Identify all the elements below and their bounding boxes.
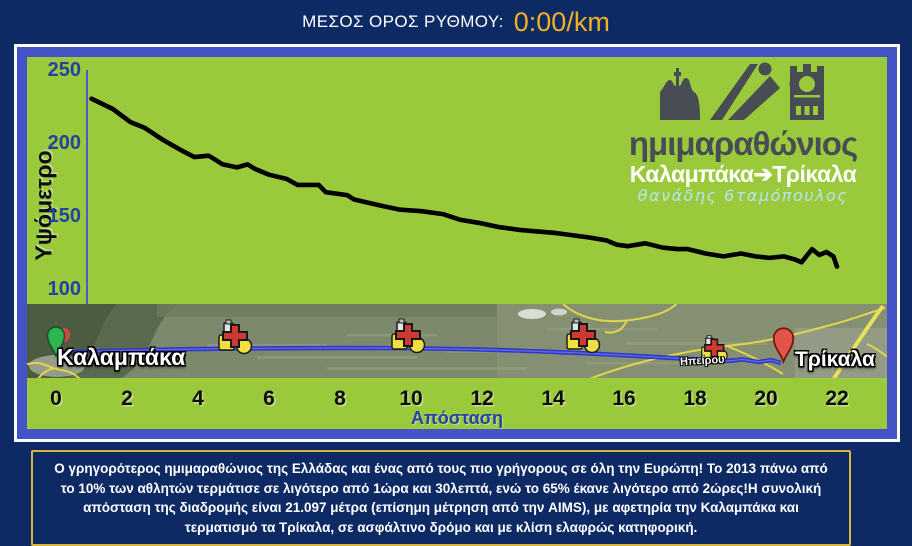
race-description-text: Ο γρηγορότερος ημιμαραθώνιος της Ελλάδας… xyxy=(54,461,828,535)
logo-subtitle: Καλαμπάκα➔Τρίκαλα xyxy=(629,161,857,187)
map-road-label: Ηπείρου xyxy=(679,353,725,369)
x-tick-label: 6 xyxy=(263,387,275,410)
x-tick-label: 22 xyxy=(825,387,849,410)
route-map-strip: Καλαμπάκα Τρίκαλα Ηπείρου xyxy=(27,304,887,378)
logo-title: ημιμαραθώνιος xyxy=(628,125,858,162)
y-tick-label: 100 xyxy=(47,278,81,300)
y-tick-label: 250 xyxy=(47,59,81,81)
elevation-line-svg xyxy=(89,96,840,269)
x-tick-label: 16 xyxy=(612,387,636,410)
race-description-box: Ο γρηγορότερος ημιμαραθώνιος της Ελλάδας… xyxy=(31,450,851,546)
chart-panel: Υψόμετρο 250 200 150 100 xyxy=(14,44,900,442)
elevation-chart: Υψόμετρο 250 200 150 100 xyxy=(27,57,887,429)
y-tick-label: 200 xyxy=(47,132,81,154)
chart-panel-border: Υψόμετρο 250 200 150 100 xyxy=(17,47,897,439)
map-end-label: Τρίκαλα xyxy=(795,348,875,371)
x-tick-label: 14 xyxy=(541,387,565,410)
pace-label: ΜΕΣΟΣ ΟΡΟΣ ΡΥΘΜΟΥ: xyxy=(302,12,504,31)
logo-signature: θανάδης 6ταμόπουλος xyxy=(637,186,849,205)
x-tick-label: 12 xyxy=(470,387,494,410)
x-tick-label: 8 xyxy=(334,387,346,410)
pace-header: ΜΕΣΟΣ ΟΡΟΣ ΡΥΘΜΟΥ: 0:00/km xyxy=(0,0,912,44)
race-logo: ημιμαραθώνιος Καλαμπάκα➔Τρίκαλα θανάδης … xyxy=(607,62,879,204)
elevation-line xyxy=(89,96,840,269)
pace-value: 0:00/km xyxy=(513,6,610,37)
x-tick-label: 10 xyxy=(399,387,423,410)
map-start-label: Καλαμπάκα xyxy=(57,344,186,370)
meteora-runner-clocktower-icon xyxy=(660,62,824,120)
x-tick-label: 2 xyxy=(121,387,133,410)
x-axis-ticks: 0 2 4 6 8 10 12 14 16 18 20 22 xyxy=(27,387,887,413)
x-tick-label: 0 xyxy=(50,387,62,410)
y-axis-line xyxy=(86,70,88,304)
x-tick-label: 4 xyxy=(192,387,204,410)
x-axis-label: Απόσταση xyxy=(411,408,503,428)
y-tick-label: 150 xyxy=(47,205,81,227)
x-tick-label: 18 xyxy=(683,387,707,410)
map-terrain xyxy=(27,304,887,378)
x-tick-label: 20 xyxy=(754,387,778,410)
